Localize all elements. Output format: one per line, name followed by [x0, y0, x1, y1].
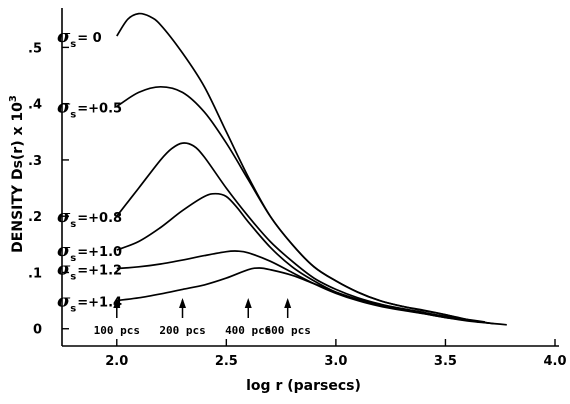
series-label-0: σs= 0: [57, 26, 102, 50]
series-label-subscript: s: [70, 253, 76, 264]
series-label-4: σs=+1.2: [57, 259, 122, 283]
y-tick-label: .4: [28, 98, 42, 113]
series-labels: σs= 0σs=+0.5σs=+0.8σs=+1.0σs=+1.2σs=+1.4: [57, 26, 122, 314]
series-label-sigma: σ: [57, 291, 71, 312]
series-line-3: [116, 192, 490, 324]
series-label-1: σs=+0.5: [57, 96, 122, 120]
x-tick-label: 4.0: [543, 354, 566, 369]
annotation-label-2: 400 pcs: [225, 324, 271, 337]
x-axis-label: log r (parsecs): [246, 378, 361, 394]
annotation-label-0: 100 pcs: [94, 324, 140, 337]
series-line-5: [116, 267, 507, 326]
series-line-1: [116, 85, 479, 323]
annotation-label-1: 200 pcs: [159, 324, 205, 337]
y-tick-label: 0: [33, 323, 42, 338]
y-axis-label: DENSITY Ds(r) x 103: [8, 95, 26, 253]
y-axis-label-superscript: 3: [8, 95, 19, 102]
series-label-5: σs=+1.4: [57, 291, 122, 315]
series-label-subscript: s: [70, 109, 76, 120]
x-tick-label: 3.5: [434, 354, 457, 369]
x-tick-label: 2.5: [215, 354, 238, 369]
series-label-value: =+1.4: [77, 296, 122, 311]
curves: [116, 12, 507, 326]
x-tick-label: 2.0: [105, 354, 128, 369]
y-tick-label: .1: [28, 266, 42, 281]
y-tick-label: .3: [28, 154, 42, 169]
series-label-3: σs=+1.0: [57, 240, 122, 264]
x-tick-label: 3.0: [324, 354, 347, 369]
series-label-value: =+0.5: [77, 101, 122, 116]
series-label-sigma: σ: [57, 206, 71, 227]
axes: 2.0 2.5 3.0 3.5 4.0 0 .1 .2 .3 .4 .5 log r (parsecs…: [8, 8, 567, 394]
series-label-subscript: s: [70, 39, 76, 50]
annotation-arrowhead-2: [244, 298, 252, 308]
annotation-arrowhead-0: [113, 298, 121, 308]
y-tick-label: .2: [28, 210, 42, 225]
series-label-subscript: s: [70, 304, 76, 315]
series-label-2: σs=+0.8: [57, 206, 122, 230]
series-label-value: = 0: [77, 31, 101, 46]
series-label-subscript: s: [70, 219, 76, 230]
series-label-value: =+1.0: [77, 245, 122, 260]
series-line-2: [116, 142, 486, 323]
series-label-subscript: s: [70, 272, 76, 283]
series-label-sigma: σ: [57, 240, 71, 261]
series-line-0: [116, 12, 468, 322]
y-tick-label: .5: [28, 41, 42, 56]
series-label-value: =+0.8: [77, 211, 122, 226]
series-label-value: =+1.2: [77, 264, 122, 279]
annotation-label-3: 600 pcs: [265, 324, 311, 337]
series-label-sigma: σ: [57, 96, 71, 117]
annotation-arrowhead-3: [284, 298, 292, 308]
series-label-sigma: σ: [57, 26, 71, 47]
series-label-sigma: σ: [57, 259, 71, 280]
annotation-arrowhead-1: [179, 298, 187, 308]
